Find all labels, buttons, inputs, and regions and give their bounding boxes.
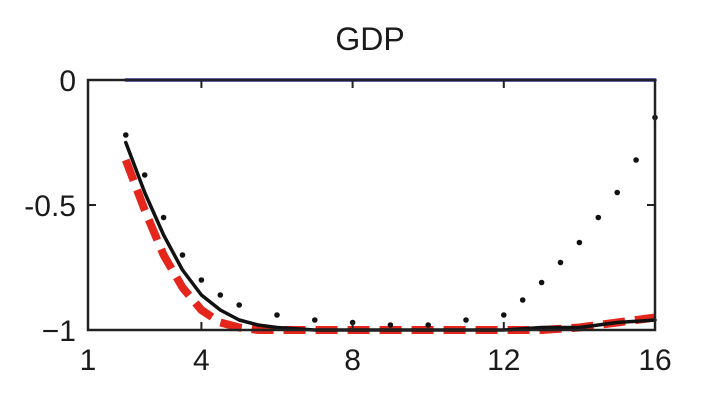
x-tick-label: 16	[638, 344, 671, 377]
plot-frame	[86, 78, 657, 332]
y-tick-label: -0.5	[24, 190, 76, 223]
series-3-point-20	[633, 157, 639, 163]
series-3-point-8	[312, 317, 318, 323]
series-1-line	[122, 158, 656, 334]
series-3-point-10	[387, 322, 394, 328]
axis-ticks: 1 4 8 12 16 0 -0.5 −1	[24, 65, 671, 377]
series-3-point-7	[274, 312, 280, 318]
series-3-point-14	[519, 297, 526, 303]
series-3-point-17	[576, 239, 583, 246]
y-tick-label: −1	[42, 315, 76, 348]
series-3-point-13	[501, 312, 507, 318]
series-3-point-2	[160, 214, 167, 221]
series-3-point-4	[198, 277, 205, 283]
series-2-line	[124, 140, 657, 332]
x-tick-label: 8	[344, 344, 361, 377]
x-tick-label: 1	[80, 344, 97, 377]
series-3-point-6	[236, 302, 242, 308]
chart-title: GDP	[335, 21, 404, 57]
series-3-point-11	[425, 322, 432, 328]
x-tick-label: 12	[487, 344, 520, 377]
series-3-point-12	[463, 317, 469, 323]
y-tick-label: 0	[59, 65, 76, 98]
series-3-point-1	[141, 172, 148, 178]
series-3-point-18	[595, 214, 602, 221]
series-3-point-0	[123, 132, 129, 138]
series-3-point-15	[538, 279, 545, 286]
series-3-point-16	[557, 259, 564, 266]
series-3-point-19	[614, 189, 620, 196]
plot-marks	[122, 78, 658, 334]
x-tick-label: 4	[193, 344, 210, 377]
series-3-point-5	[217, 292, 224, 298]
series-3-point-3	[179, 252, 186, 258]
